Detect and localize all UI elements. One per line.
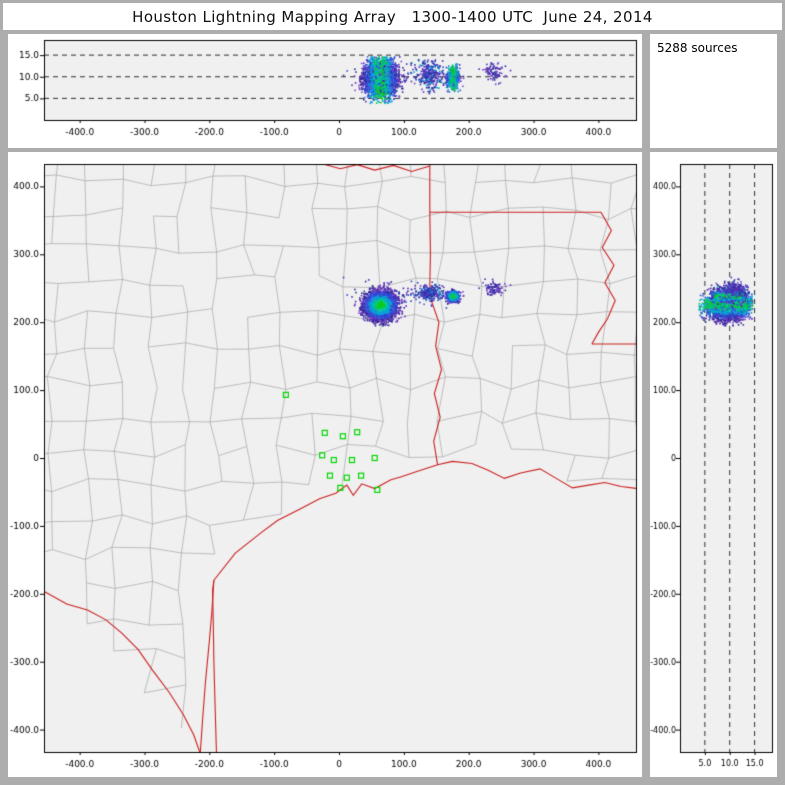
page-title: Houston Lightning Mapping Array 1300-140…: [3, 3, 782, 30]
altitude-vs-eastwest-canvas: [8, 34, 642, 148]
plan-view-map-canvas: [8, 152, 642, 777]
altitude-vs-northsouth-panel: [650, 152, 777, 777]
source-count-panel: 5288 sources: [650, 34, 777, 148]
sources-count-label: 5288 sources: [657, 41, 738, 55]
altitude-vs-northsouth-canvas: [650, 152, 777, 777]
altitude-vs-eastwest-panel: [8, 34, 642, 148]
plan-view-map-panel: [8, 152, 642, 777]
